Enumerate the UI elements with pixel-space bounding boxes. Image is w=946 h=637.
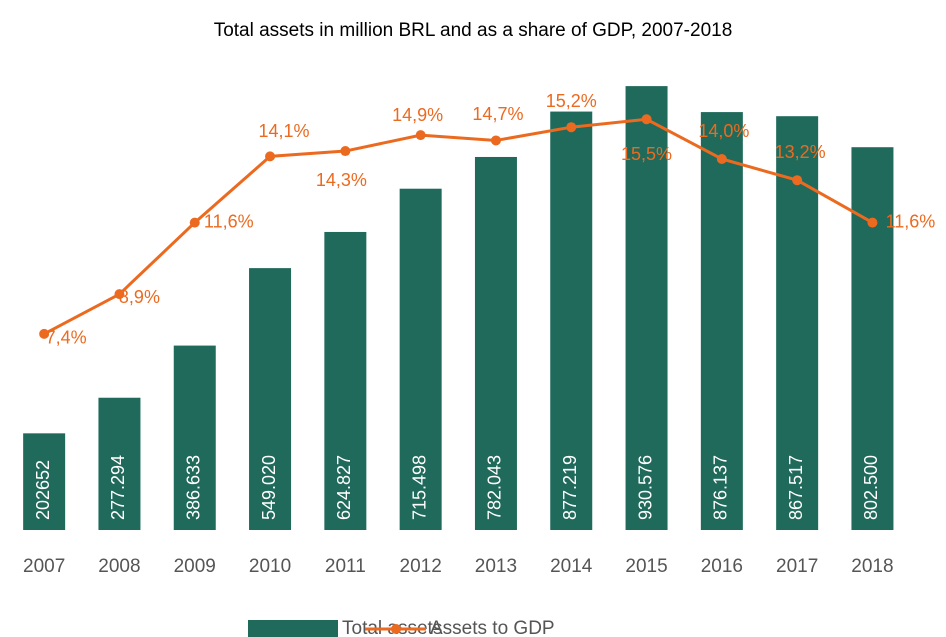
x-tick-label: 2007 — [23, 556, 65, 577]
bar — [474, 156, 517, 530]
line-value-label: 7,4% — [46, 328, 87, 348]
x-tick-label: 2015 — [625, 556, 667, 577]
bar-value-label: 386.633 — [184, 455, 204, 520]
line-marker — [490, 135, 501, 146]
bar-value-label: 930.576 — [635, 455, 655, 520]
bar — [550, 111, 593, 531]
line-value-label: 14,0% — [698, 121, 749, 141]
x-tick-label: 2011 — [325, 556, 366, 577]
line-value-label: 15,5% — [621, 144, 672, 164]
x-tick-label: 2010 — [249, 556, 291, 577]
line-value-label: 8,9% — [119, 287, 160, 307]
x-tick-label: 2018 — [851, 556, 893, 577]
line-marker — [265, 151, 276, 162]
chart-title: Total assets in million BRL and as a sha… — [214, 20, 733, 41]
line-value-label: 14,1% — [259, 121, 310, 141]
x-tick-label: 2013 — [475, 556, 517, 577]
legend-label: Assets to GDP — [430, 618, 555, 637]
bar-value-label: 876.137 — [711, 455, 731, 520]
x-tick-label: 2016 — [701, 556, 743, 577]
legend-marker — [391, 624, 401, 634]
line-value-label: 14,3% — [316, 170, 367, 190]
legend-swatch — [248, 620, 338, 637]
line-value-label: 13,2% — [775, 142, 826, 162]
bar — [23, 433, 66, 530]
line-marker — [415, 130, 426, 141]
bar-value-label: 202652 — [33, 460, 53, 520]
bar — [625, 86, 668, 531]
x-tick-label: 2012 — [400, 556, 442, 577]
line-marker — [641, 114, 652, 125]
line-marker — [716, 154, 727, 164]
bar-value-label: 715.498 — [409, 455, 429, 520]
x-tick-label: 2014 — [550, 556, 593, 577]
bar — [173, 345, 216, 530]
line-value-label: 15,2% — [546, 91, 597, 111]
line-value-label: 11,6% — [204, 211, 254, 231]
line-marker — [189, 217, 200, 228]
bar-value-label: 624.827 — [334, 455, 354, 520]
line-marker — [566, 122, 577, 133]
line-marker — [792, 175, 803, 186]
bar — [98, 397, 141, 530]
x-tick-label: 2009 — [174, 556, 216, 577]
line-marker — [867, 217, 878, 228]
bar-value-label: 802.500 — [861, 455, 881, 520]
line-marker — [39, 328, 50, 339]
bar-value-label: 867.517 — [786, 455, 806, 520]
bar — [324, 231, 367, 530]
bar-value-label: 549.020 — [259, 455, 279, 520]
bar — [249, 268, 292, 530]
x-tick-label: 2008 — [98, 556, 140, 577]
bar-value-label: 782.043 — [485, 455, 505, 520]
line-marker — [114, 289, 125, 300]
bar-value-label: 877.219 — [560, 455, 580, 520]
line-value-label: 11,6% — [886, 211, 936, 231]
line-marker — [340, 146, 351, 157]
bar-value-label: 277.294 — [108, 455, 128, 520]
x-tick-label: 2017 — [776, 556, 818, 577]
bar — [851, 147, 894, 530]
bar — [700, 112, 743, 531]
bar — [399, 188, 442, 530]
line-value-label: 14,7% — [472, 104, 523, 124]
line-value-label: 14,9% — [392, 105, 443, 125]
line — [43, 117, 874, 336]
